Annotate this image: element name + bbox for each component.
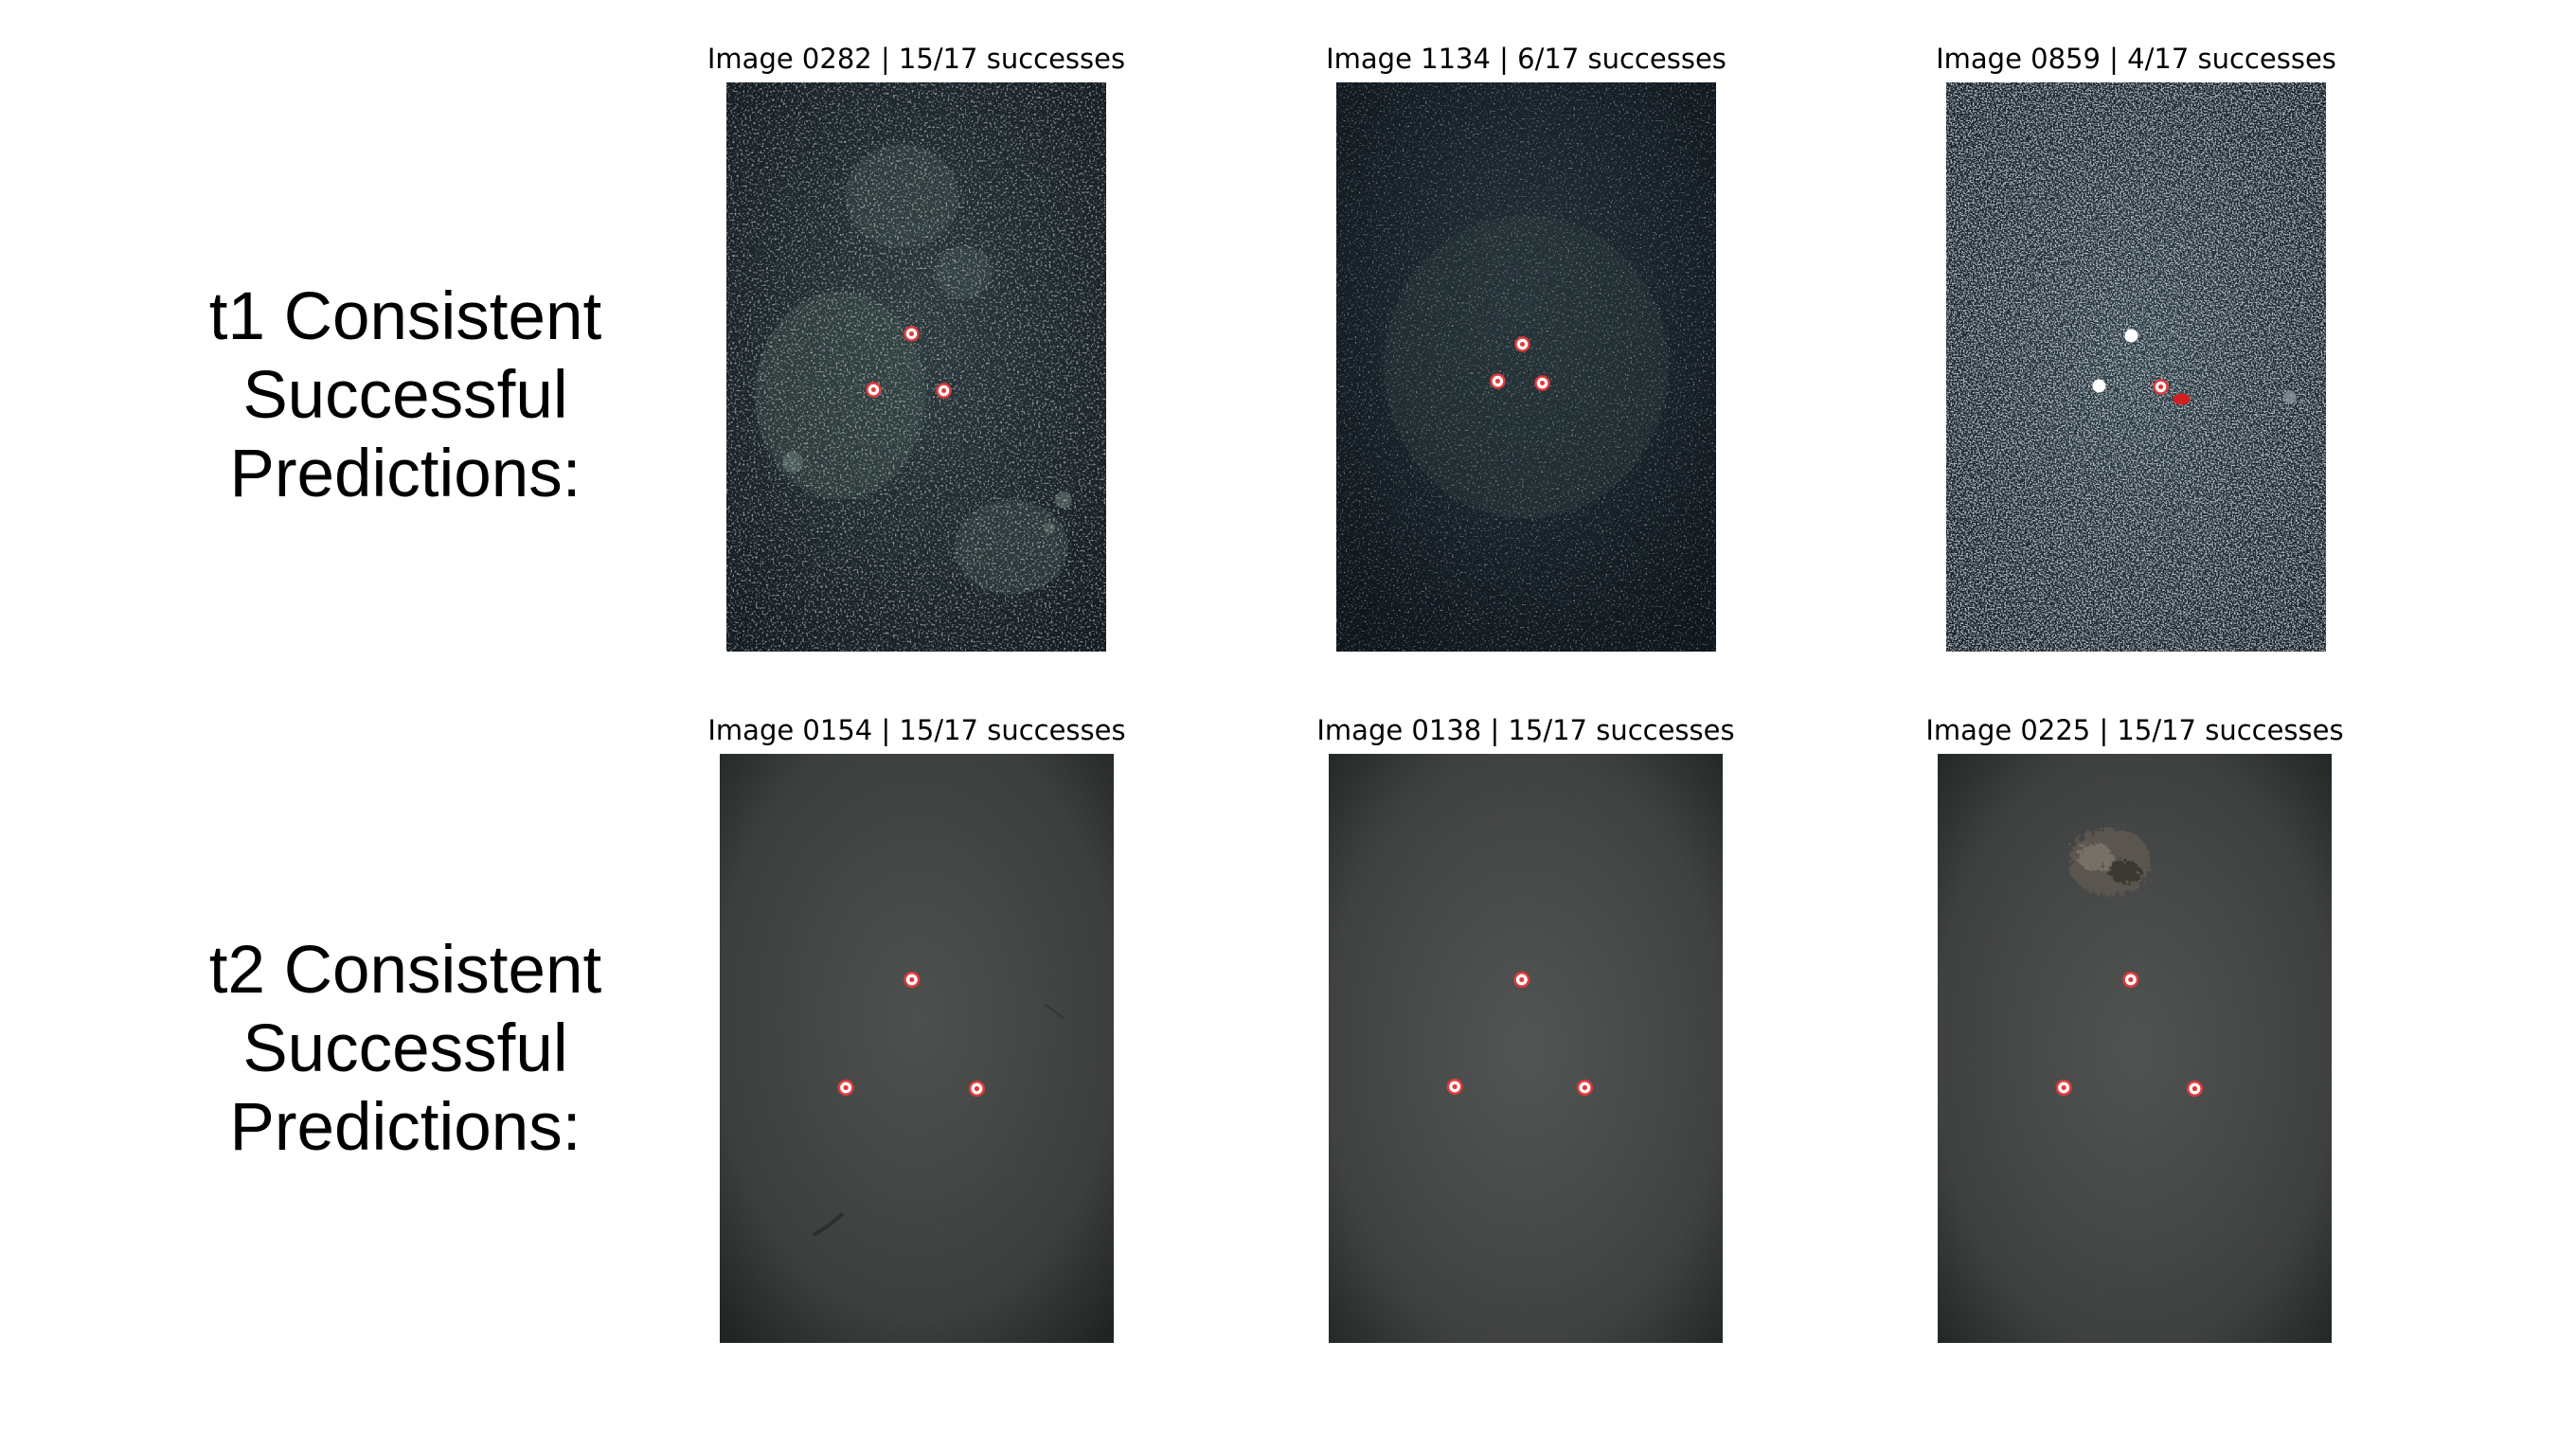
prediction-marker (837, 1079, 854, 1097)
row-label-line: Predictions: (229, 1090, 581, 1165)
prediction-marker (2055, 1079, 2072, 1097)
panel-title: Image 0154 | 15/17 successes (707, 714, 1126, 746)
prediction-marker (2153, 379, 2169, 395)
row-label-line: t1 Consistent (208, 279, 602, 354)
prediction-marker (2186, 1080, 2204, 1098)
prediction-marker (936, 383, 952, 399)
seafloor-photo (1938, 754, 2332, 1343)
miss-marker (2173, 393, 2191, 405)
prediction-overlay (2055, 971, 2204, 1098)
prediction-marker (1514, 336, 1530, 352)
prediction-marker (866, 382, 882, 398)
panel-title: Image 0138 | 15/17 successes (1316, 714, 1735, 746)
prediction-overlay (1490, 336, 1550, 391)
seafloor-photo (726, 82, 1106, 652)
panel-image-0138: Image 0138 | 15/17 successes (1316, 714, 1735, 1343)
panel-title: Image 0859 | 4/17 successes (1936, 43, 2336, 75)
panel-image-1134: Image 1134 | 6/17 successes (1326, 43, 1726, 652)
prediction-marker (1446, 1078, 1463, 1095)
prediction-marker (968, 1080, 986, 1098)
prediction-marker (903, 326, 920, 342)
prediction-marker (903, 971, 921, 988)
panel-image-0154: Image 0154 | 15/17 successes (707, 714, 1126, 1343)
seafloor-photo (1329, 754, 1723, 1343)
prediction-overlay (866, 326, 952, 399)
panel-title: Image 0225 | 15/17 successes (1925, 714, 2344, 746)
seafloor-photo (1336, 82, 1716, 652)
prediction-overlay (2092, 329, 2191, 405)
panel-title: Image 0282 | 15/17 successes (707, 43, 1126, 75)
row-label-line: Successful (242, 1011, 568, 1086)
panel-image-0859: Image 0859 | 4/17 successes (1936, 43, 2336, 652)
panel-title: Image 1134 | 6/17 successes (1326, 43, 1726, 75)
row-label-t2: t2 Consistent Successful Predictions: (140, 931, 671, 1167)
panel-image-0282: Image 0282 | 15/17 successes (707, 43, 1125, 652)
seafloor-photo (720, 754, 1114, 1343)
ground-truth-point (2124, 329, 2138, 343)
prediction-marker (1490, 373, 1506, 389)
prediction-marker (1576, 1079, 1593, 1097)
seafloor-photo (1946, 82, 2326, 652)
row-label-line: Successful (242, 358, 568, 433)
prediction-marker (2122, 971, 2139, 988)
prediction-overlay (1446, 971, 1593, 1097)
panel-image-0225: Image 0225 | 15/17 successes (1925, 714, 2344, 1343)
row-label-line: t2 Consistent (208, 933, 602, 1008)
ground-truth-point (2092, 379, 2106, 393)
seafloor-object (2068, 827, 2152, 897)
prediction-marker (1513, 971, 1530, 988)
row-label-line: Predictions: (229, 437, 581, 511)
row-label-t1: t1 Consistent Successful Predictions: (140, 277, 671, 513)
prediction-overlay (837, 971, 986, 1098)
prediction-marker (1534, 375, 1550, 391)
